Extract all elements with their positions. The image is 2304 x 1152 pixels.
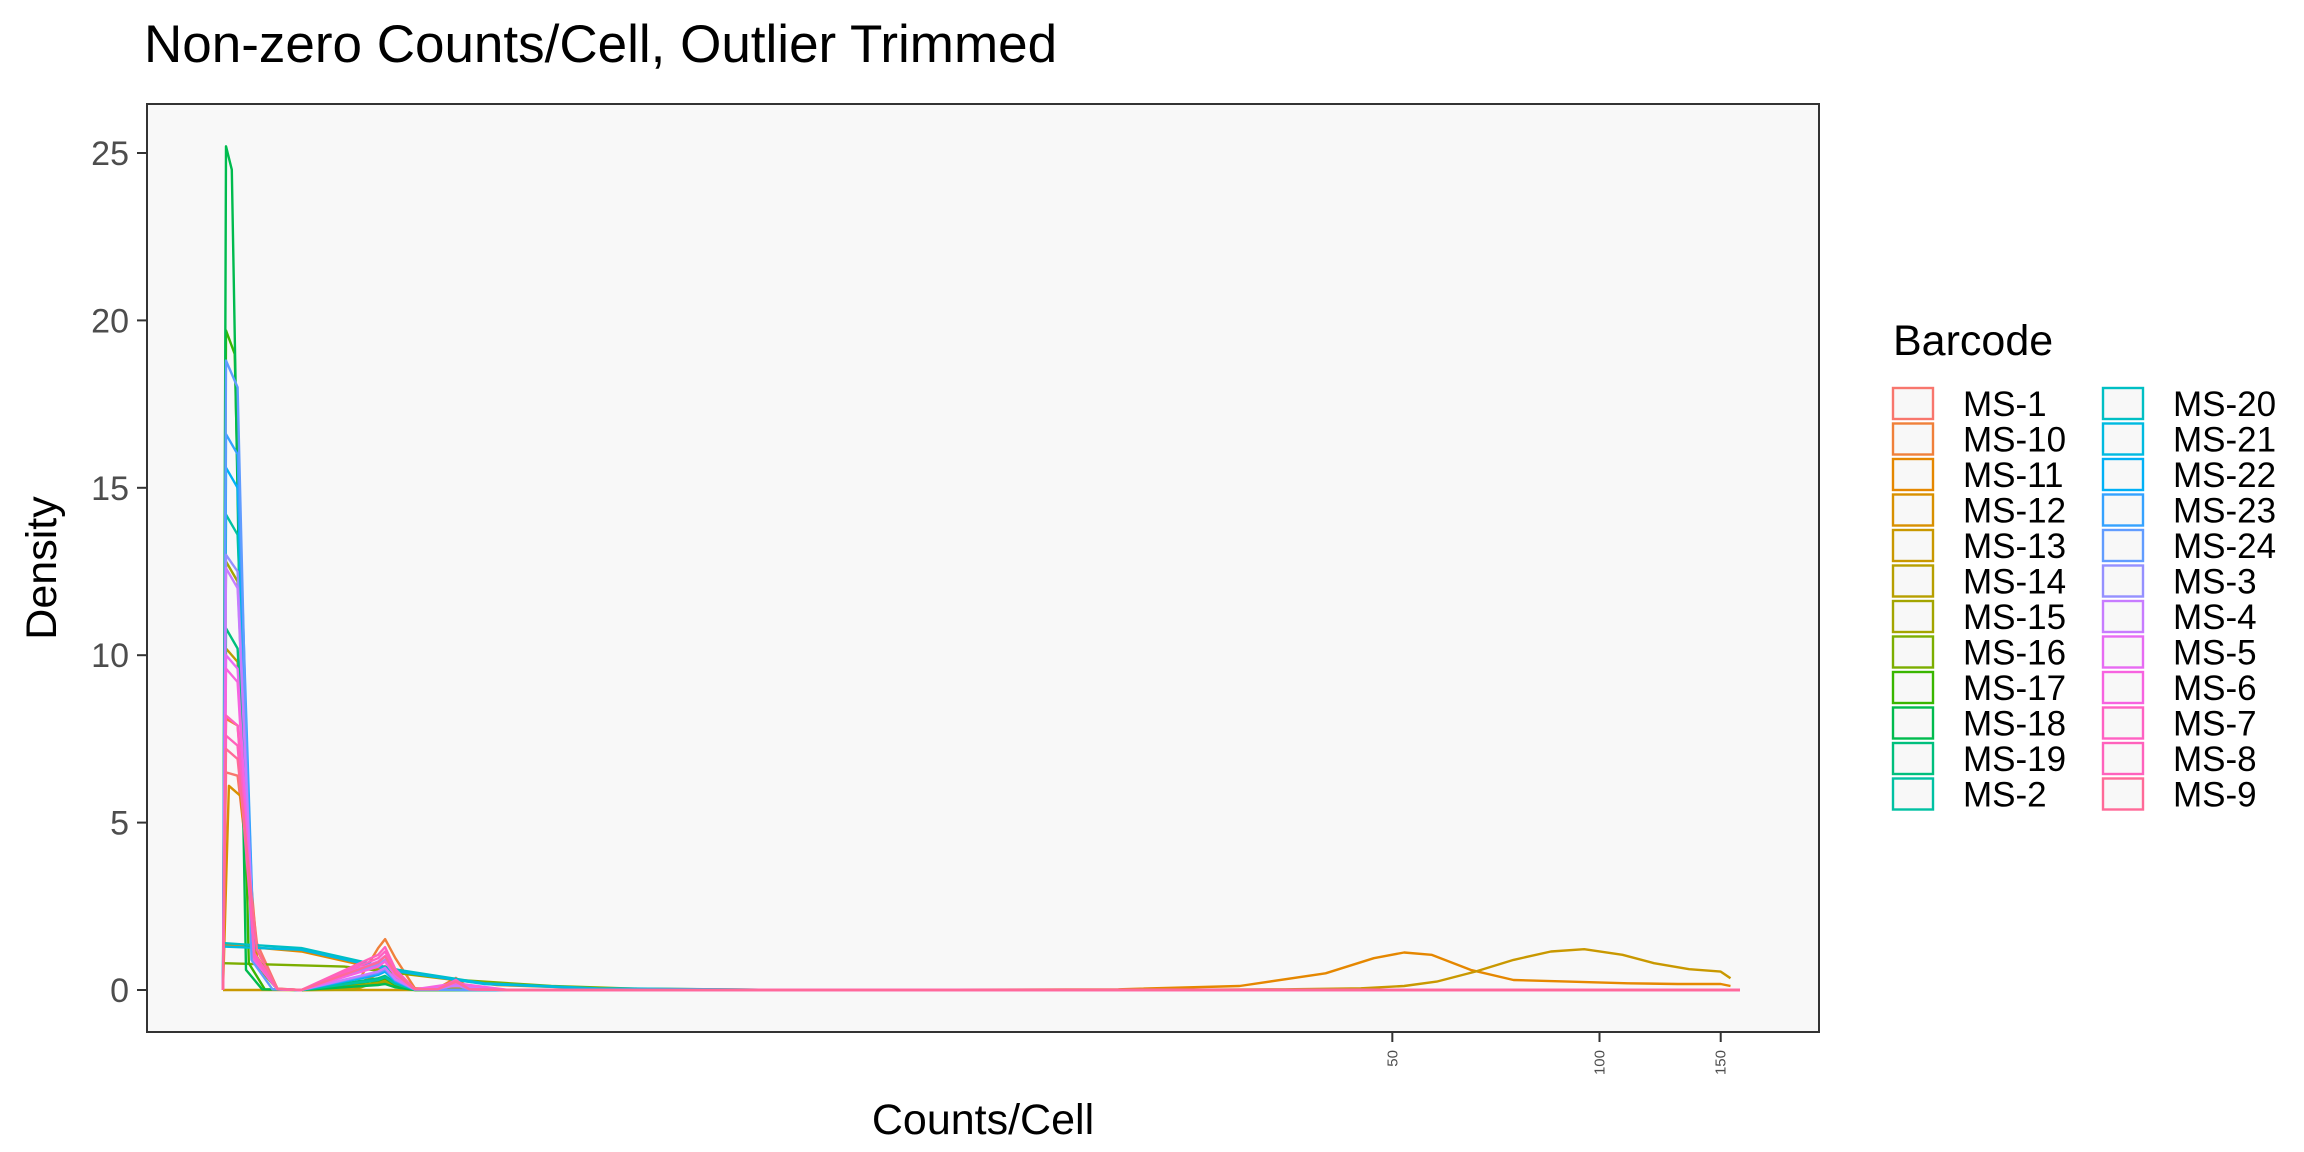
legend-key [1891, 564, 1935, 598]
legend-key [2101, 635, 2145, 669]
legend-item-ms-19: MS-19 [1891, 740, 2066, 779]
legend-label: MS-15 [1963, 598, 2066, 637]
legend-item-ms-24: MS-24 [2101, 527, 2276, 566]
legend-label: MS-12 [1963, 492, 2066, 531]
legend-label: MS-7 [2173, 705, 2257, 744]
y-tick-label: 0 [110, 972, 129, 1010]
legend-key [1891, 528, 1935, 563]
y-axis-label: Density [18, 496, 66, 640]
legend-label: MS-21 [2173, 421, 2276, 460]
legend-label: MS-2 [1963, 776, 2047, 815]
legend-item-ms-5: MS-5 [2101, 634, 2257, 673]
y-tick-label: 20 [91, 302, 129, 340]
legend-key [1891, 422, 1935, 456]
legend-item-ms-10: MS-10 [1891, 421, 2066, 460]
y-axis: 0 5 10 15 20 25 [91, 135, 147, 1010]
y-tick-label: 10 [91, 637, 129, 675]
legend-label: MS-8 [2173, 740, 2257, 779]
y-tick-label: 25 [91, 135, 129, 173]
chart-title: Non-zero Counts/Cell, Outlier Trimmed [144, 15, 1057, 74]
legend-key [1891, 777, 1935, 811]
legend: Barcode MS-1MS-10MS-11MS-12MS-13MS-14MS-… [1891, 317, 2276, 815]
legend-label: MS-1 [1963, 385, 2047, 424]
legend-item-ms-4: MS-4 [2101, 598, 2257, 637]
legend-label: MS-19 [1963, 740, 2066, 779]
legend-label: MS-10 [1963, 421, 2066, 460]
legend-key [2101, 741, 2145, 776]
legend-items: MS-1MS-10MS-11MS-12MS-13MS-14MS-15MS-16M… [1891, 385, 2276, 815]
legend-key [2101, 706, 2145, 740]
legend-item-ms-11: MS-11 [1891, 456, 2064, 495]
density-curves [221, 145, 1740, 992]
legend-key [2101, 528, 2145, 563]
legend-item-ms-21: MS-21 [2101, 421, 2276, 460]
x-tick-label: 100 [1592, 1050, 1609, 1075]
legend-key [2101, 670, 2145, 705]
legend-item-ms-14: MS-14 [1891, 563, 2066, 602]
legend-label: MS-13 [1963, 527, 2066, 566]
legend-key [2101, 564, 2145, 598]
legend-key [1891, 457, 1935, 492]
legend-key [2101, 457, 2145, 492]
legend-label: MS-18 [1963, 705, 2066, 744]
legend-key [2101, 422, 2145, 456]
legend-item-ms-20: MS-20 [2101, 385, 2276, 424]
x-tick-label: 50 [1384, 1050, 1401, 1067]
legend-label: MS-11 [1963, 456, 2064, 495]
legend-key [1891, 493, 1935, 527]
series-line-ms-4 [221, 567, 1740, 992]
legend-item-ms-13: MS-13 [1891, 527, 2066, 566]
legend-key [2101, 777, 2145, 811]
legend-key [1891, 386, 1935, 421]
legend-label: MS-16 [1963, 634, 2066, 673]
series-line-ms-6 [221, 667, 1740, 992]
legend-label: MS-3 [2173, 563, 2257, 602]
legend-item-ms-23: MS-23 [2101, 492, 2276, 531]
legend-item-ms-3: MS-3 [2101, 563, 2257, 602]
legend-item-ms-1: MS-1 [1891, 385, 2047, 424]
legend-label: MS-17 [1963, 669, 2066, 708]
legend-key [1891, 741, 1935, 776]
y-tick-label: 5 [110, 805, 129, 843]
legend-item-ms-12: MS-12 [1891, 492, 2066, 531]
legend-label: MS-14 [1963, 563, 2066, 602]
legend-key [2101, 599, 2145, 634]
legend-label: MS-6 [2173, 669, 2257, 708]
y-tick-label: 15 [91, 470, 129, 508]
legend-label: MS-9 [2173, 776, 2257, 815]
legend-key [1891, 635, 1935, 669]
legend-item-ms-18: MS-18 [1891, 705, 2066, 744]
legend-key [1891, 670, 1935, 705]
legend-key [1891, 599, 1935, 634]
legend-key [1891, 706, 1935, 740]
legend-item-ms-17: MS-17 [1891, 669, 2066, 708]
x-tick-label: 150 [1713, 1050, 1730, 1075]
legend-label: MS-4 [2173, 598, 2257, 637]
legend-item-ms-2: MS-2 [1891, 776, 2047, 815]
legend-item-ms-6: MS-6 [2101, 669, 2257, 708]
series-line-ms-9 [221, 747, 1740, 992]
x-axis: 50 100 150 [1384, 1032, 1730, 1075]
legend-label: MS-22 [2173, 456, 2276, 495]
legend-item-ms-22: MS-22 [2101, 456, 2276, 495]
legend-title: Barcode [1893, 317, 2053, 365]
legend-key [2101, 493, 2145, 527]
legend-item-ms-15: MS-15 [1891, 598, 2066, 637]
legend-item-ms-16: MS-16 [1891, 634, 2066, 673]
legend-item-ms-7: MS-7 [2101, 705, 2257, 744]
legend-key [2101, 386, 2145, 421]
legend-label: MS-23 [2173, 492, 2276, 531]
legend-label: MS-20 [2173, 385, 2276, 424]
plot-panel [146, 103, 1820, 1033]
legend-item-ms-9: MS-9 [2101, 776, 2257, 815]
legend-item-ms-8: MS-8 [2101, 740, 2257, 779]
x-axis-label: Counts/Cell [872, 1096, 1094, 1144]
legend-label: MS-24 [2173, 527, 2276, 566]
legend-label: MS-5 [2173, 634, 2257, 673]
